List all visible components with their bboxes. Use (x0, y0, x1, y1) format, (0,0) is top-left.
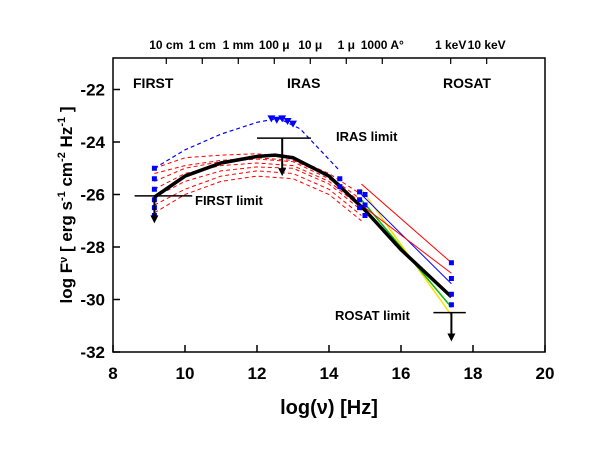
point (357, 205, 363, 211)
top-tick-label: 1 mm (223, 38, 254, 52)
point (448, 302, 454, 308)
point (362, 202, 368, 208)
point (448, 260, 454, 266)
top-tick-label: 1 cm (189, 38, 216, 52)
point (272, 116, 281, 124)
top-tick-label: 10 keV (468, 38, 506, 52)
x-tick-label: 10 (176, 364, 195, 383)
y-axis-label-part: log F (57, 263, 76, 304)
top-tick-label: 1 keV (435, 38, 466, 52)
point (362, 192, 368, 197)
series-line (154, 157, 362, 201)
series-line (154, 158, 362, 203)
x-tick-label: 20 (536, 364, 555, 383)
point (337, 176, 343, 182)
top-tick-label: 1000 A° (361, 38, 404, 52)
series-line (154, 175, 362, 222)
top-tick-label: 1 μ (338, 38, 355, 52)
series-line (154, 162, 362, 209)
x-tick-label: 16 (392, 364, 411, 383)
y-axis-label-part: cm (57, 162, 76, 191)
top-tick-label: 10 cm (149, 38, 183, 52)
y-tick-label: -24 (80, 133, 105, 152)
x-tick-label: 18 (464, 364, 483, 383)
y-axis-label-part: ] (57, 106, 76, 116)
y-axis-label: log Fν [ erg s-1 cm-2 Hz-1 ] (56, 106, 76, 303)
point (357, 197, 363, 203)
point (448, 276, 454, 281)
point (283, 118, 292, 125)
point (357, 189, 363, 195)
point (151, 176, 157, 182)
band-label: FIRST (133, 75, 174, 91)
point (278, 115, 287, 123)
y-axis-label-part: ν (58, 257, 70, 263)
top-tick-label: 10 μ (298, 38, 322, 52)
point (289, 120, 297, 128)
y-tick-label: -28 (80, 238, 105, 257)
y-axis-label-part: -2 (56, 152, 68, 162)
series-line (154, 170, 362, 216)
series-line (361, 183, 452, 264)
y-axis-label-part: -1 (56, 191, 68, 201)
series-line (154, 166, 362, 211)
plot-frame (112, 57, 546, 353)
limit-label: IRAS limit (336, 129, 398, 144)
point (362, 213, 368, 218)
y-axis-label-part: -1 (56, 117, 68, 127)
limit-arrow-head (278, 168, 287, 177)
y-tick-label: -22 (80, 81, 105, 100)
y-tick-label: -30 (80, 291, 105, 310)
y-tick-label: -32 (80, 343, 105, 362)
point (151, 186, 157, 192)
series-line (361, 204, 452, 274)
y-axis-label-part: Hz (57, 127, 76, 153)
series-line (153, 153, 453, 299)
series-line (154, 117, 341, 172)
x-tick-label: 14 (320, 364, 339, 383)
point (337, 184, 343, 190)
y-axis-label-part: [ erg s (57, 201, 76, 257)
point (448, 291, 454, 297)
limit-label: ROSAT limit (335, 308, 411, 323)
limit-arrow-head (150, 215, 159, 224)
y-tick-label: -26 (80, 186, 105, 205)
top-tick-label: 100 μ (259, 38, 290, 52)
x-tick-label: 12 (248, 364, 267, 383)
x-tick-label: 8 (108, 364, 117, 383)
band-label: ROSAT (443, 75, 491, 91)
limit-label: FIRST limit (195, 193, 264, 208)
x-axis-label: log(ν) [Hz] (280, 397, 378, 419)
point (151, 165, 157, 171)
band-label: IRAS (287, 75, 320, 91)
series-line (360, 188, 453, 316)
limit-arrow-head (447, 333, 456, 342)
